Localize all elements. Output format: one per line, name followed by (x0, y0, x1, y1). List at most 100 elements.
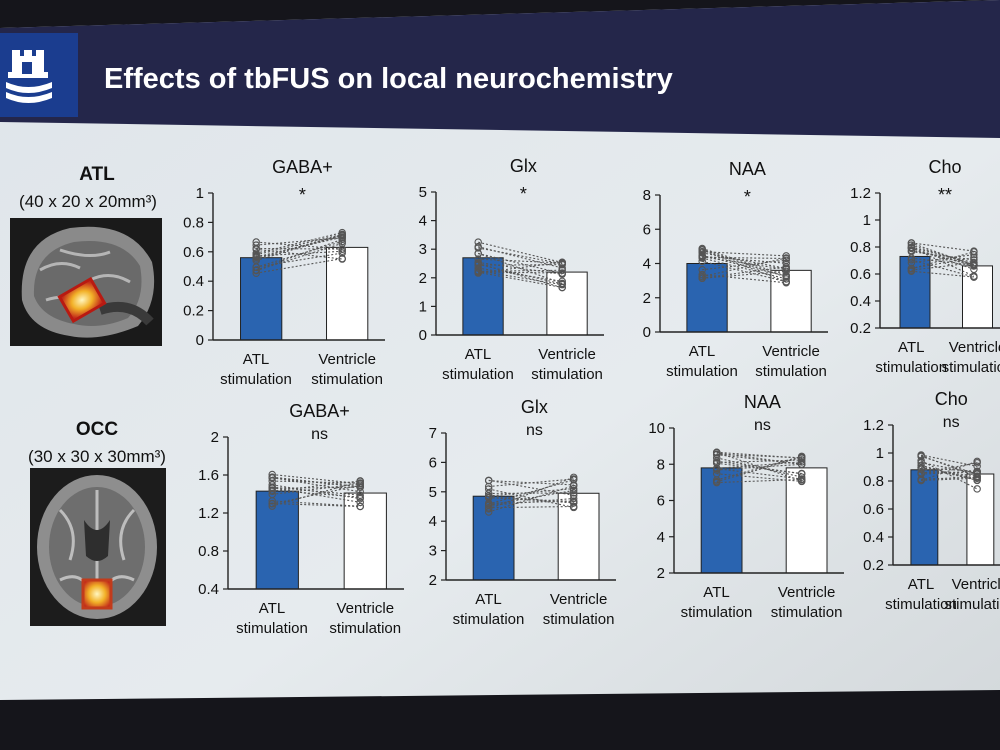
y-tick-label: 0.4 (850, 293, 871, 310)
pair-line (272, 480, 361, 492)
chart-occ-glx: 2 3 4 5 6 7 Glx ns ATL stimulation Ventricle stimul… (429, 397, 616, 628)
point-ventricle (558, 266, 566, 275)
y-tick-label: 1.2 (863, 417, 884, 434)
pair-line (921, 477, 978, 481)
point-atl (252, 255, 260, 263)
chart-title: Glx (510, 156, 537, 176)
point-atl (907, 246, 916, 255)
region-size-atl: (40 x 20 x 20mm³) (19, 192, 157, 211)
point-ventricle (338, 230, 346, 239)
point-ventricle (973, 485, 981, 493)
region-size-occ: (30 x 30 x 30mm³) (28, 447, 166, 466)
pair-line (478, 246, 563, 269)
point-ventricle (782, 275, 790, 283)
chart-title: Cho (928, 157, 961, 177)
bar-atl (240, 257, 283, 341)
y-tick-label: 8 (657, 456, 665, 473)
pair-line (702, 249, 787, 283)
point-ventricle (558, 264, 566, 272)
category-label: ATL stimulation (681, 584, 753, 621)
significance-label: ns (943, 414, 960, 431)
point-atl (698, 270, 706, 279)
point-ventricle (797, 473, 806, 481)
pair-line (256, 240, 343, 268)
pair-line (702, 257, 787, 280)
y-tick-label: 1 (876, 445, 884, 462)
y-tick-label: 0.8 (850, 239, 871, 256)
point-ventricle (569, 499, 578, 507)
y-tick-label: 3 (429, 543, 437, 560)
pair-line (256, 252, 343, 268)
point-atl (907, 258, 916, 267)
point-atl (712, 478, 721, 487)
pair-line (716, 457, 802, 478)
y-tick-label: 6 (643, 221, 651, 238)
pair-line (488, 479, 574, 505)
point-ventricle (569, 486, 578, 495)
point-ventricle (558, 277, 566, 286)
y-tick-label: 0.4 (198, 581, 219, 598)
y-tick-label: 1.2 (850, 185, 871, 202)
pair-line (488, 488, 574, 508)
point-ventricle (970, 260, 978, 268)
bar-atl (899, 255, 931, 329)
y-tick-label: 6 (429, 454, 437, 471)
point-atl (712, 454, 721, 462)
chart-occ-cho: 0.2 0.4 0.6 0.8 1 1.2 Cho ns ATL stimulationVentr… (863, 389, 1000, 613)
point-atl (484, 476, 493, 485)
slide-body (0, 0, 1000, 700)
chart-title: GABA+ (272, 157, 333, 177)
point-ventricle (973, 472, 981, 480)
pair-line (911, 257, 974, 269)
y-tick-label: 0.6 (183, 244, 204, 261)
y-tick-label: 2 (211, 429, 219, 446)
paired-points (268, 470, 364, 511)
point-atl (484, 492, 493, 500)
point-atl (484, 489, 493, 498)
bar-atl (700, 467, 743, 574)
pair-line (920, 460, 978, 481)
point-atl (474, 264, 482, 272)
pair-line (911, 254, 974, 264)
category-label: ATL stimulation (666, 343, 738, 380)
category-label: ATL stimulation (875, 339, 947, 376)
brain-axial-mri-icon (30, 468, 166, 626)
bar-atl (910, 469, 939, 566)
point-ventricle (797, 470, 806, 478)
significance-label: ns (526, 422, 543, 439)
point-ventricle (970, 247, 978, 255)
y-tick-label: 4 (643, 256, 651, 273)
y-tick-label: 0 (419, 327, 427, 344)
pair-line (911, 247, 975, 267)
y-tick-label: 4 (419, 213, 427, 230)
point-atl (252, 251, 260, 259)
y-tick-label: 0.6 (850, 266, 871, 283)
y-tick-label: 2 (429, 572, 437, 589)
paired-points (484, 473, 578, 516)
bar-atl (472, 495, 515, 581)
pair-line (272, 487, 361, 503)
point-atl (917, 456, 925, 465)
bar-ventricle (785, 467, 828, 574)
y-tick-label: 6 (657, 493, 665, 510)
pair-line (716, 455, 802, 481)
point-ventricle (970, 273, 978, 281)
bar-ventricle (557, 492, 600, 581)
paired-points (917, 451, 981, 493)
point-ventricle (569, 494, 578, 503)
pair-line (272, 484, 361, 500)
chart-atl-gaba: 0 0.2 0.4 0.6 0.8 1 GABA+ * ATL stimulation Ventri… (183, 157, 385, 388)
point-ventricle (356, 487, 364, 496)
y-tick-label: 1 (419, 298, 427, 315)
point-atl (474, 255, 482, 263)
point-atl (268, 474, 276, 482)
pair-line (911, 262, 974, 271)
pair-line (702, 249, 787, 278)
point-atl (474, 242, 482, 251)
